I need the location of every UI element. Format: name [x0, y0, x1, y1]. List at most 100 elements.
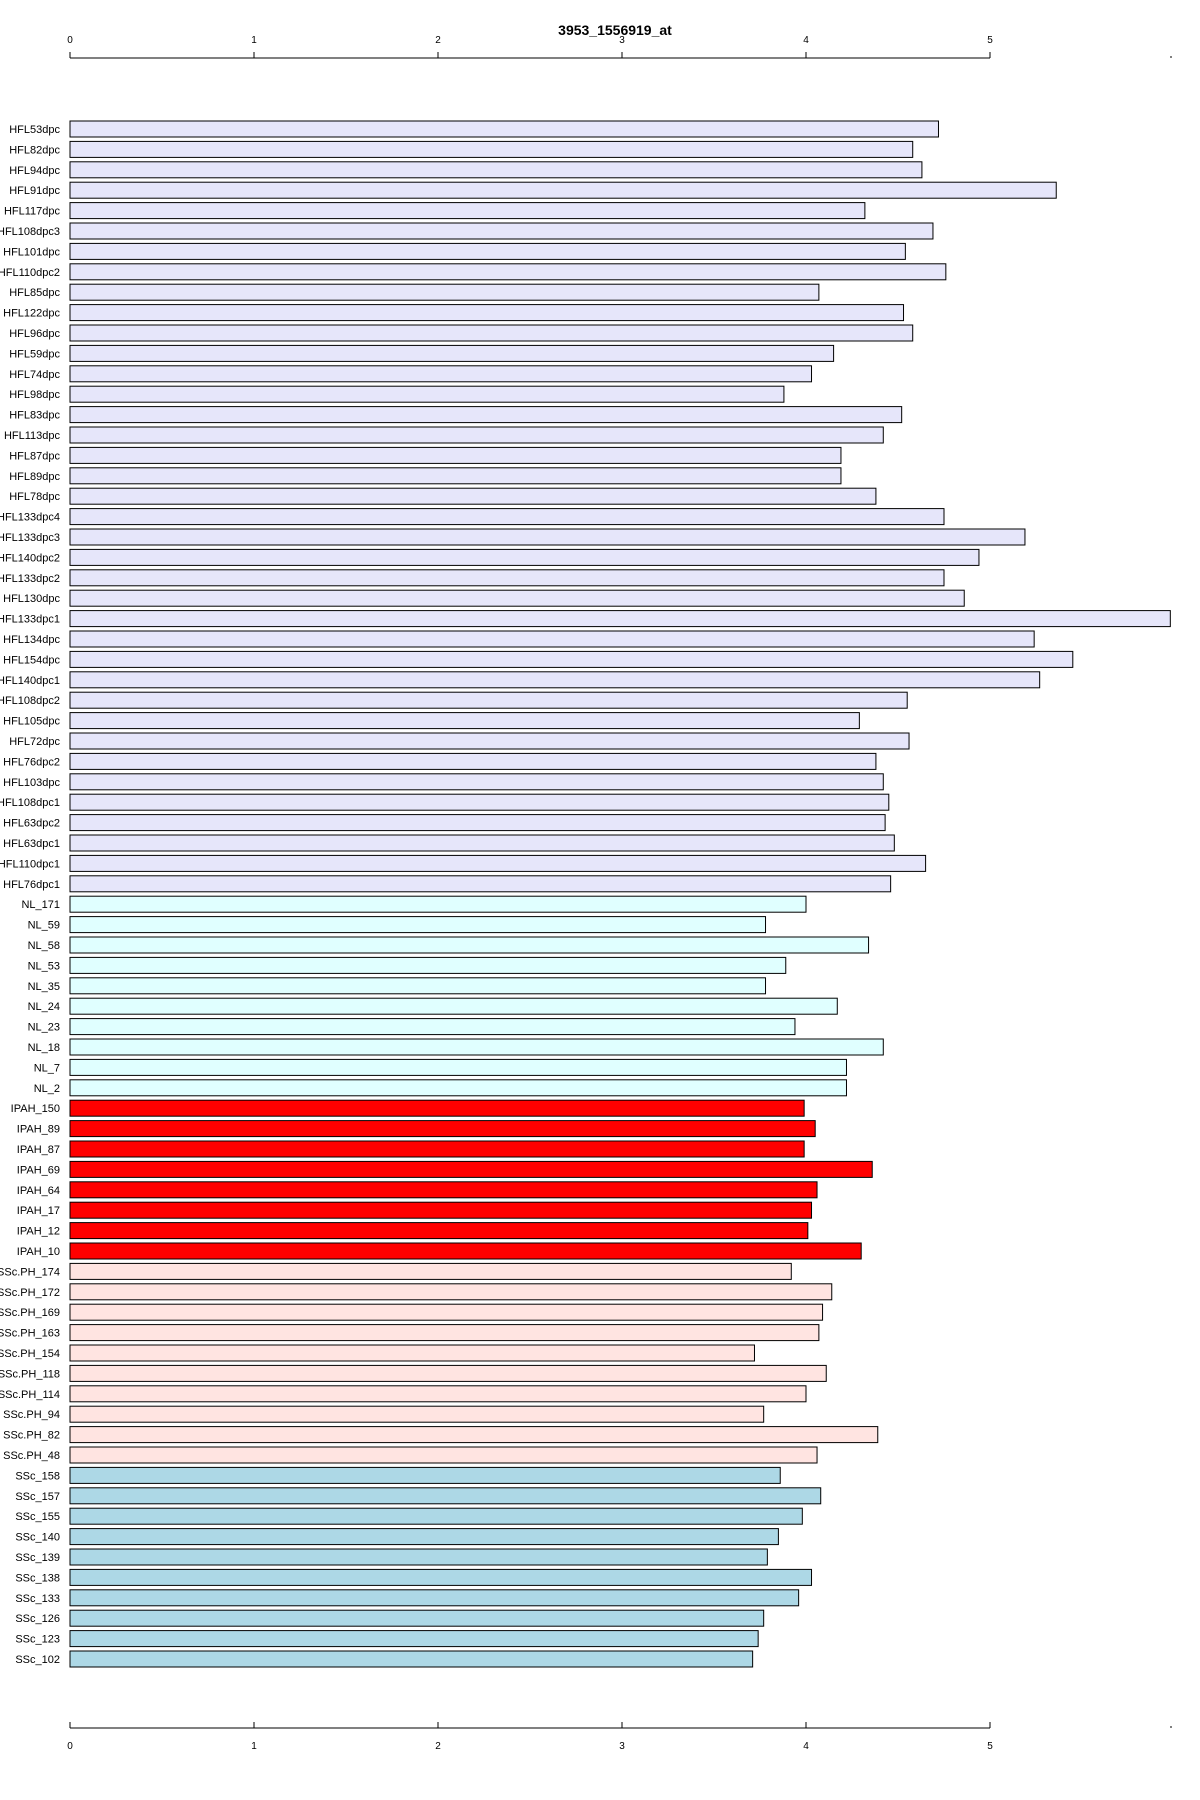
bar-HFL108dpc3	[69, 222, 934, 240]
category-label: NL_24	[28, 1001, 60, 1013]
category-label: HFL117dpc	[4, 206, 61, 218]
bar-HFL72dpc	[69, 732, 910, 750]
bar-HFL140dpc1	[69, 671, 1041, 689]
top-tick-label: 4	[803, 35, 809, 46]
category-label: HFL91dpc	[9, 185, 60, 197]
category-label: SSc.PH_154	[0, 1348, 60, 1360]
category-label: HFL98dpc	[9, 389, 60, 401]
category-label: NL_7	[34, 1062, 60, 1074]
bottom-tick-label: 4	[803, 1741, 809, 1752]
bar-NL_53	[69, 956, 787, 974]
bar-SSc_123	[69, 1630, 759, 1648]
bar-IPAH_10	[69, 1242, 862, 1260]
bar-SSc.PH_172	[69, 1283, 833, 1301]
category-label: HFL130dpc	[3, 593, 60, 605]
bar-HFL133dpc4	[69, 508, 945, 526]
category-label: HFL83dpc	[9, 410, 60, 422]
category-label: SSc_102	[15, 1654, 60, 1666]
top-tick-label: 5	[987, 35, 993, 46]
bar-HFL91dpc	[69, 181, 1057, 199]
bar-NL_18	[69, 1038, 884, 1056]
top-tick-label: 1	[251, 35, 257, 46]
category-label: SSc_155	[15, 1511, 60, 1523]
bar-HFL122dpc	[69, 304, 905, 322]
bar-SSc_157	[69, 1487, 822, 1505]
bar-HFL105dpc	[69, 712, 860, 730]
bar-HFL101dpc	[69, 242, 906, 260]
category-label: IPAH_69	[17, 1164, 60, 1176]
bar-HFL82dpc	[69, 140, 914, 158]
category-label: SSc_158	[15, 1470, 60, 1482]
bar-IPAH_150	[69, 1099, 805, 1117]
category-label: HFL76dpc2	[3, 756, 60, 768]
category-label: HFL96dpc	[9, 328, 60, 340]
bar-SSc.PH_114	[69, 1385, 807, 1403]
bar-HFL76dpc2	[69, 752, 877, 770]
category-label: NL_59	[28, 920, 60, 932]
category-label: NL_23	[28, 1022, 60, 1034]
category-label: HFL133dpc4	[0, 512, 60, 524]
category-label: HFL134dpc	[3, 634, 60, 646]
bar-HFL87dpc	[69, 446, 842, 464]
bar-HFL133dpc2	[69, 569, 945, 587]
category-label: SSc.PH_174	[0, 1266, 60, 1278]
bar-HFL110dpc1	[69, 854, 927, 872]
bar-HFL113dpc	[69, 426, 884, 444]
bar-SSc_158	[69, 1466, 781, 1484]
category-label: HFL154dpc	[3, 654, 60, 666]
bar-SSc.PH_48	[69, 1446, 818, 1464]
bar-IPAH_87	[69, 1140, 805, 1158]
bar-SSc.PH_174	[69, 1262, 792, 1280]
bar-SSc_138	[69, 1568, 813, 1586]
bar-HFL98dpc	[69, 385, 785, 403]
bar-SSc.PH_118	[69, 1364, 827, 1382]
bar-HFL78dpc	[69, 487, 877, 505]
category-label: HFL63dpc2	[3, 818, 60, 830]
bar-HFL76dpc1	[69, 875, 892, 893]
bar-SSc.PH_163	[69, 1324, 820, 1342]
category-label: HFL140dpc2	[0, 552, 60, 564]
bar-HFL85dpc	[69, 283, 820, 301]
top-tick-label: 0	[67, 35, 73, 46]
top-tick-label: 2	[435, 35, 441, 46]
bar-SSc.PH_154	[69, 1344, 755, 1362]
bar-SSc.PH_94	[69, 1405, 765, 1423]
bar-SSc_133	[69, 1589, 800, 1607]
bar-HFL108dpc1	[69, 793, 890, 811]
bottom-tick-label: 3	[619, 1741, 625, 1752]
bar-SSc.PH_82	[69, 1426, 879, 1444]
bar-HFL130dpc	[69, 589, 965, 607]
category-label: HFL72dpc	[9, 736, 60, 748]
category-label: HFL110dpc1	[0, 858, 60, 870]
bar-HFL96dpc	[69, 324, 914, 342]
category-label: HFL140dpc1	[0, 675, 60, 687]
category-label: IPAH_150	[11, 1103, 60, 1115]
category-labels: HFL53dpc HFL82dpc HFL94dpc HFL91dpc HFL117dp…	[0, 124, 60, 1666]
bar-NL_59	[69, 916, 767, 934]
category-label: HFL101dpc	[3, 246, 60, 258]
category-label: SSc.PH_94	[3, 1409, 60, 1421]
bar-SSc_139	[69, 1548, 768, 1566]
bottom-tick-label: 0	[67, 1741, 73, 1752]
top-axis: 0 1 2 3 4 5	[67, 35, 1172, 59]
bar-HFL108dpc2	[69, 691, 908, 709]
category-label: SSc.PH_163	[0, 1328, 60, 1340]
category-label: HFL105dpc	[3, 716, 60, 728]
bar-SSc_155	[69, 1507, 803, 1525]
category-label: HFL108dpc2	[0, 695, 60, 707]
bar-HFL154dpc	[69, 650, 1074, 668]
bar-HFL59dpc	[69, 344, 835, 362]
category-label: HFL59dpc	[9, 348, 60, 360]
bottom-tick-label: 2	[435, 1741, 441, 1752]
category-label: NL_53	[28, 960, 60, 972]
bar-HFL134dpc	[69, 630, 1035, 648]
chart-title: 3953_1556919_at	[558, 22, 672, 38]
category-label: SSc_123	[15, 1634, 60, 1646]
bar-IPAH_64	[69, 1181, 818, 1199]
category-label: IPAH_89	[17, 1124, 60, 1136]
bar-SSc_140	[69, 1528, 779, 1546]
bar-IPAH_89	[69, 1120, 816, 1138]
bar-HFL74dpc	[69, 365, 813, 383]
bar-IPAH_17	[69, 1201, 813, 1219]
